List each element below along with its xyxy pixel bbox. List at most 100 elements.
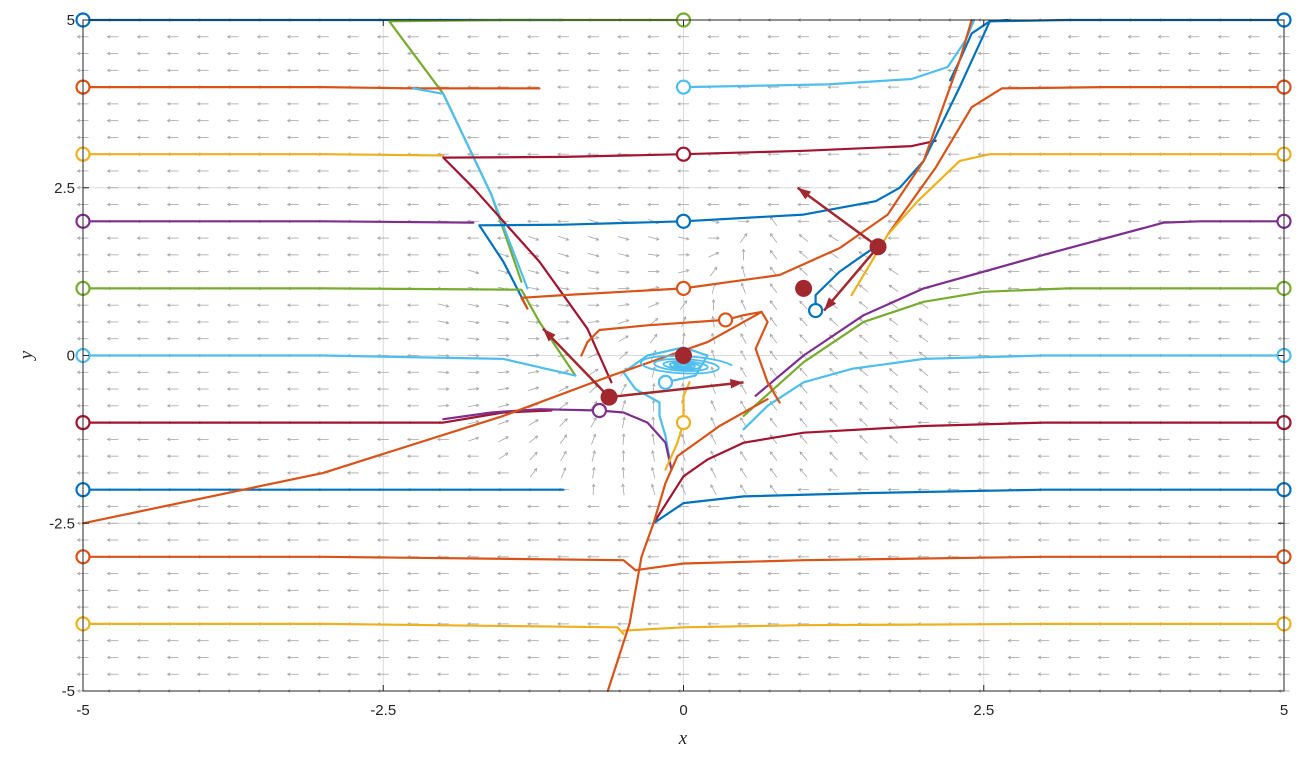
quiver-arrowhead bbox=[710, 400, 714, 404]
quiver-arrowhead bbox=[106, 588, 111, 593]
quiver-arrowhead bbox=[136, 387, 141, 391]
quiver-arrowhead bbox=[707, 571, 711, 576]
quiver-arrowhead bbox=[535, 270, 540, 275]
quiver-arrowhead bbox=[376, 571, 381, 576]
quiver-arrowhead bbox=[1247, 51, 1252, 56]
quiver-arrowhead bbox=[857, 68, 861, 73]
quiver-arrowhead bbox=[436, 437, 441, 442]
quiver-arrowhead bbox=[767, 638, 771, 643]
quiver-arrowhead bbox=[506, 353, 510, 358]
quiver-arrowhead bbox=[557, 169, 561, 173]
quiver-arrowhead bbox=[76, 605, 81, 609]
quiver-arrowhead bbox=[947, 353, 952, 358]
quiver-arrowhead bbox=[647, 588, 651, 593]
quiver-arrowhead bbox=[647, 672, 651, 677]
quiver-arrowhead bbox=[376, 118, 381, 123]
quiver-arrowhead bbox=[475, 353, 480, 358]
initial-condition-marker bbox=[657, 374, 674, 390]
y-tick-label: -2.5 bbox=[49, 515, 75, 532]
quiver-arrowhead bbox=[587, 85, 591, 89]
quiver-arrowhead bbox=[346, 253, 351, 257]
quiver-arrowhead bbox=[1037, 605, 1042, 609]
quiver-arrowhead bbox=[587, 51, 591, 56]
quiver-arrowhead bbox=[887, 236, 891, 240]
quiver-arrowhead bbox=[740, 299, 744, 304]
quiver-arrowhead bbox=[196, 118, 201, 123]
quiver-arrowhead bbox=[196, 387, 201, 391]
quiver-arrowhead bbox=[977, 219, 982, 224]
quiver-arrowhead bbox=[1037, 303, 1042, 307]
quiver-arrowhead bbox=[226, 605, 231, 609]
quiver-arrowhead bbox=[655, 253, 660, 258]
quiver-arrowhead bbox=[595, 336, 600, 340]
quiver-arrowhead bbox=[527, 672, 531, 677]
quiver-arrowhead bbox=[76, 521, 81, 526]
quiver-arrowhead bbox=[136, 68, 141, 73]
quiver-arrowhead bbox=[166, 118, 171, 123]
quiver-arrow bbox=[799, 384, 808, 394]
quiver-arrow bbox=[652, 417, 655, 429]
quiver-arrowhead bbox=[887, 185, 891, 190]
quiver-arrowhead bbox=[857, 555, 861, 559]
quiver-arrowhead bbox=[827, 504, 831, 509]
quiver-arrowhead bbox=[76, 437, 81, 442]
quiver-arrowhead bbox=[406, 605, 411, 609]
quiver-arrowhead bbox=[1157, 655, 1162, 660]
quiver-arrowhead bbox=[918, 385, 923, 389]
quiver-arrowhead bbox=[466, 68, 471, 73]
quiver-arrowhead bbox=[106, 185, 111, 190]
quiver-arrowhead bbox=[316, 588, 321, 593]
quiver-arrowhead bbox=[828, 317, 833, 322]
trajectory-line bbox=[598, 409, 673, 471]
quiver-arrowhead bbox=[1157, 68, 1162, 73]
quiver-arrowhead bbox=[527, 118, 531, 123]
quiver-arrowhead bbox=[593, 400, 598, 405]
quiver-arrowhead bbox=[1157, 672, 1162, 677]
quiver-arrowhead bbox=[587, 68, 591, 73]
quiver-arrowhead bbox=[557, 622, 561, 626]
quiver-arrow bbox=[467, 269, 479, 274]
quiver-arrow bbox=[799, 451, 808, 461]
quiver-arrow bbox=[710, 434, 717, 445]
quiver-arrowhead bbox=[827, 34, 831, 39]
quiver-arrowhead bbox=[136, 135, 141, 140]
quiver-arrowhead bbox=[769, 451, 774, 455]
quiver-arrowhead bbox=[406, 504, 411, 509]
quiver-arrowhead bbox=[166, 370, 171, 375]
quiver-arrowhead bbox=[1277, 102, 1282, 106]
quiver-arrowhead bbox=[1277, 253, 1282, 257]
quiver-arrowhead bbox=[316, 303, 321, 307]
quiver-arrowhead bbox=[166, 34, 171, 39]
quiver-arrowhead bbox=[947, 185, 952, 190]
quiver-arrowhead bbox=[1277, 51, 1282, 56]
quiver-arrowhead bbox=[707, 521, 711, 526]
quiver-arrowhead bbox=[1097, 269, 1102, 274]
quiver-arrowhead bbox=[767, 538, 771, 542]
quiver-arrowhead bbox=[376, 68, 381, 73]
quiver-arrowhead bbox=[1217, 471, 1222, 475]
quiver-arrowhead bbox=[1187, 638, 1192, 643]
quiver-arrow bbox=[651, 484, 656, 496]
quiver-arrowhead bbox=[565, 303, 570, 308]
trajectory-line bbox=[682, 18, 1009, 223]
quiver-arrowhead bbox=[1037, 454, 1042, 458]
trajectory-line bbox=[81, 287, 577, 377]
quiver-arrow bbox=[889, 418, 899, 427]
quiver-arrowhead bbox=[1037, 370, 1042, 375]
quiver-arrowhead bbox=[106, 303, 111, 307]
quiver-arrowhead bbox=[707, 118, 711, 123]
quiver-arrow bbox=[739, 233, 748, 243]
quiver-arrow bbox=[769, 300, 778, 310]
quiver-arrowhead bbox=[647, 34, 651, 39]
quiver-arrowhead bbox=[1067, 269, 1072, 274]
quiver-arrowhead bbox=[1277, 118, 1282, 123]
quiver-arrowhead bbox=[557, 588, 561, 593]
quiver-arrowhead bbox=[196, 471, 201, 475]
quiver-arrowhead bbox=[136, 303, 141, 307]
quiver-arrowhead bbox=[977, 236, 982, 240]
quiver-arrowhead bbox=[166, 68, 171, 73]
quiver-arrowhead bbox=[917, 68, 922, 73]
quiver-arrowhead bbox=[476, 370, 480, 375]
quiver-arrowhead bbox=[565, 237, 570, 241]
quiver-arrowhead bbox=[1067, 672, 1072, 677]
